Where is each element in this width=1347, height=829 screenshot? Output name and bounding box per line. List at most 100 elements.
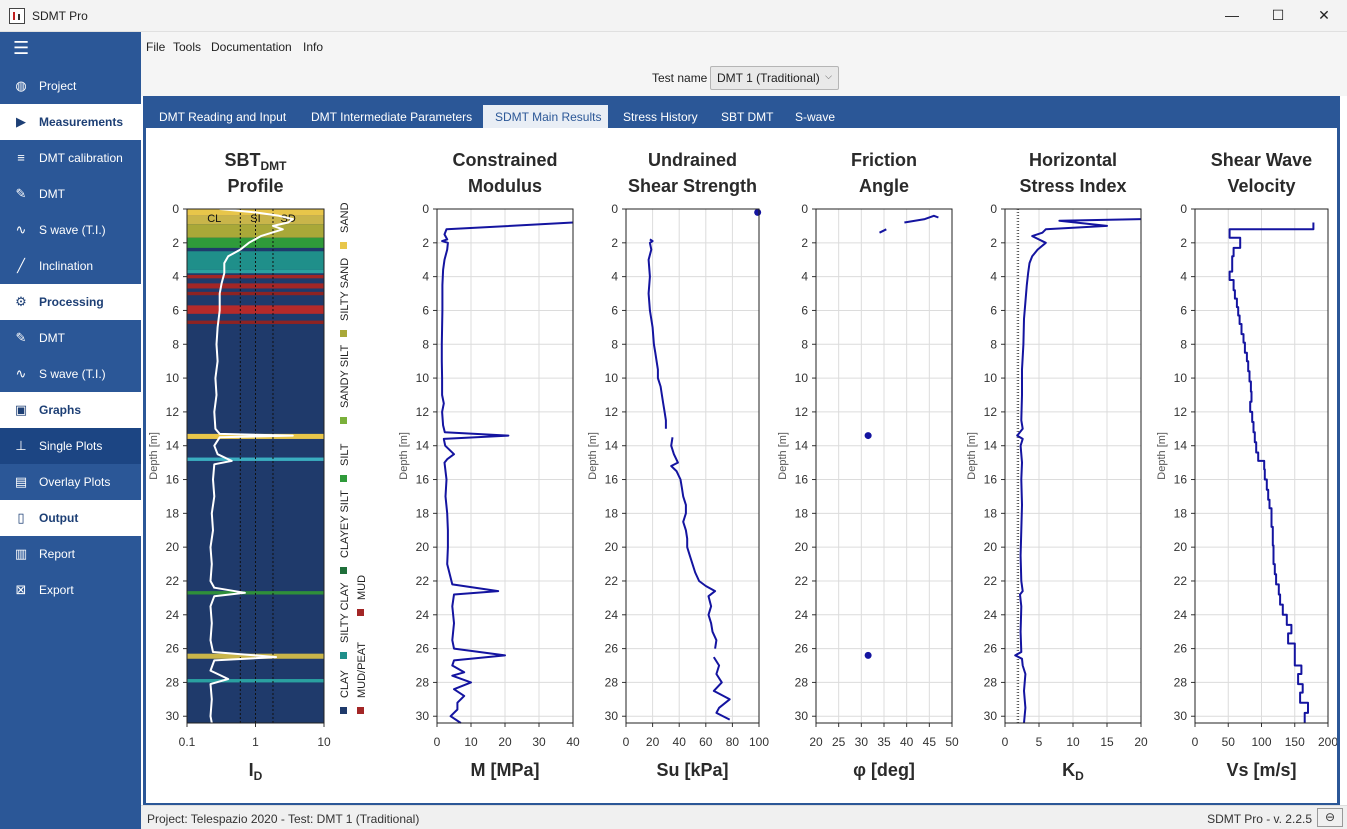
x-tick-label: 150 (1285, 735, 1305, 749)
y-tick-label: 8 (990, 337, 997, 351)
y-tick-label: 20 (605, 540, 619, 554)
sidebar-item-processing[interactable]: ⚙ Processing (0, 284, 141, 320)
inclination-icon: ╱ (17, 258, 25, 273)
x-tick-label: 20 (809, 735, 823, 749)
y-tick-label: 24 (605, 608, 619, 622)
menu-file[interactable]: File (146, 40, 166, 54)
chart-title-line2: Angle (859, 176, 909, 196)
sidebar-item-dmt[interactable]: ✎ DMT (0, 320, 141, 356)
legend-label: CLAYEY SILT (339, 490, 351, 558)
y-tick-label: 22 (605, 574, 619, 588)
x-tick-label: 60 (699, 735, 713, 749)
y-tick-label: 20 (166, 540, 180, 554)
pdf-icon: ▥ (14, 546, 28, 561)
y-tick-label: 30 (795, 709, 809, 723)
y-tick-label: 4 (990, 270, 997, 284)
chart-title-line2: Modulus (468, 176, 542, 196)
y-tick-label: 2 (422, 236, 429, 250)
y-tick-label: 24 (416, 608, 430, 622)
brush-icon: ✎ (15, 330, 27, 345)
y-tick-label: 10 (1174, 371, 1188, 385)
sidebar-item-output[interactable]: ▯ Output (0, 500, 141, 536)
test-name-label: Test name (652, 71, 708, 85)
y-tick-label: 0 (172, 202, 179, 216)
tab-sbt-dmt[interactable]: SBT DMT (721, 110, 774, 124)
x-tick-label: 10 (1066, 735, 1080, 749)
legend-swatch (357, 707, 364, 714)
tab-s-wave[interactable]: S-wave (795, 110, 836, 124)
y-tick-label: 16 (166, 473, 180, 487)
status-bar: Project: Telespazio 2020 - Test: DMT 1 (… (141, 805, 1347, 829)
y-tick-label: 0 (422, 202, 429, 216)
y-tick-label: 6 (172, 303, 179, 317)
sidebar-item-label: DMT (39, 331, 65, 345)
minimize-button[interactable]: — (1225, 7, 1239, 23)
sidebar-item-dmt[interactable]: ✎ DMT (0, 176, 141, 212)
sidebar-item-project[interactable]: ◍ Project (0, 68, 141, 104)
sidebar-item-label: DMT (39, 187, 65, 201)
chart-panel-3: FrictionAngle024681012141618202224262830… (777, 150, 959, 780)
y-tick-label: 26 (984, 642, 998, 656)
chart-title: Horizontal (1029, 150, 1117, 170)
x-axis-label: M [MPa] (471, 760, 540, 780)
menu-info[interactable]: Info (303, 40, 324, 54)
y-axis-label: Depth [m] (777, 432, 789, 480)
x-axis-label-main: Su [kPa] (656, 760, 728, 780)
data-series-line (904, 214, 939, 224)
data-point (754, 208, 762, 216)
maximize-button[interactable]: ☐ (1271, 7, 1285, 23)
sidebar-item-s-wave-t-i[interactable]: ∿ S wave (T.I.) (0, 356, 141, 392)
menu-tools[interactable]: Tools (173, 40, 202, 54)
sidebar-item-report[interactable]: ▥ Report (0, 536, 141, 572)
legend-swatch (340, 475, 347, 482)
y-tick-label: 14 (984, 439, 998, 453)
x-tick-label: 45 (923, 735, 937, 749)
y-tick-label: 2 (611, 236, 618, 250)
sidebar-item-graphs[interactable]: ▣ Graphs (0, 392, 141, 428)
link-icon[interactable]: ⊖ (1317, 808, 1343, 827)
sidebar-item-menu[interactable]: ☰ (0, 32, 141, 68)
chart-title-main: Shear Wave (1211, 150, 1312, 170)
sidebar-item-export[interactable]: ⊠ Export (0, 572, 141, 608)
legend-label: SILT (339, 443, 351, 466)
sidebar-item-s-wave-t-i[interactable]: ∿ S wave (T.I.) (0, 212, 141, 248)
y-tick-label: 10 (416, 371, 430, 385)
sidebar-item-measurements[interactable]: ▶ Measurements (0, 104, 141, 140)
chart-title-line2: Velocity (1227, 176, 1295, 196)
tab-sdmt-main-results[interactable]: SDMT Main Results (483, 105, 608, 128)
sidebar-item-overlay-plots[interactable]: ▤ Overlay Plots (0, 464, 141, 500)
tab-stress-history[interactable]: Stress History (623, 110, 698, 124)
sidebar: ☰ ◍ Project ▶ Measurements ≡ DMT calibration ✎ D… (0, 32, 141, 829)
y-tick-label: 30 (984, 709, 998, 723)
data-series-line (209, 208, 294, 724)
soil-band (187, 251, 324, 270)
chart-title-line2: Stress Index (1019, 176, 1126, 196)
x-tick-label: 40 (673, 735, 687, 749)
test-name-select[interactable]: DMT 1 (Traditional) ⌵ (710, 66, 839, 90)
sidebar-item-inclination[interactable]: ╱ Inclination (0, 248, 141, 284)
legend-swatch (340, 330, 347, 337)
y-tick-label: 24 (1174, 608, 1188, 622)
menu-documentation[interactable]: Documentation (211, 40, 292, 54)
x-axis-label-main: Vs [m/s] (1226, 760, 1296, 780)
legend-swatch (340, 707, 347, 714)
window-title: SDMT Pro (32, 9, 88, 23)
y-tick-label: 0 (801, 202, 808, 216)
y-tick-label: 24 (166, 608, 180, 622)
tab-dmt-reading[interactable]: DMT Reading and Input (159, 110, 287, 124)
y-tick-label: 30 (1174, 709, 1188, 723)
y-tick-label: 26 (605, 642, 619, 656)
y-tick-label: 10 (166, 371, 180, 385)
sidebar-item-dmt-calibration[interactable]: ≡ DMT calibration (0, 140, 141, 176)
sidebar-item-single-plots[interactable]: ⊥ Single Plots (0, 428, 141, 464)
plot-frame (1194, 208, 1329, 724)
y-tick-label: 16 (1174, 473, 1188, 487)
plot-area: SBTDMT Profile 0 2 4 6 8 10 12 14 16 18 20 22 24 26 28 30… (146, 128, 1338, 803)
x-tick-label: 0 (1002, 735, 1009, 749)
sidebar-item-label: DMT calibration (39, 151, 123, 165)
y-tick-label: 22 (795, 574, 809, 588)
sidebar-item-label: Processing (39, 295, 104, 309)
close-button[interactable]: ✕ (1318, 7, 1330, 23)
tab-intermediate[interactable]: DMT Intermediate Parameters (311, 110, 473, 124)
